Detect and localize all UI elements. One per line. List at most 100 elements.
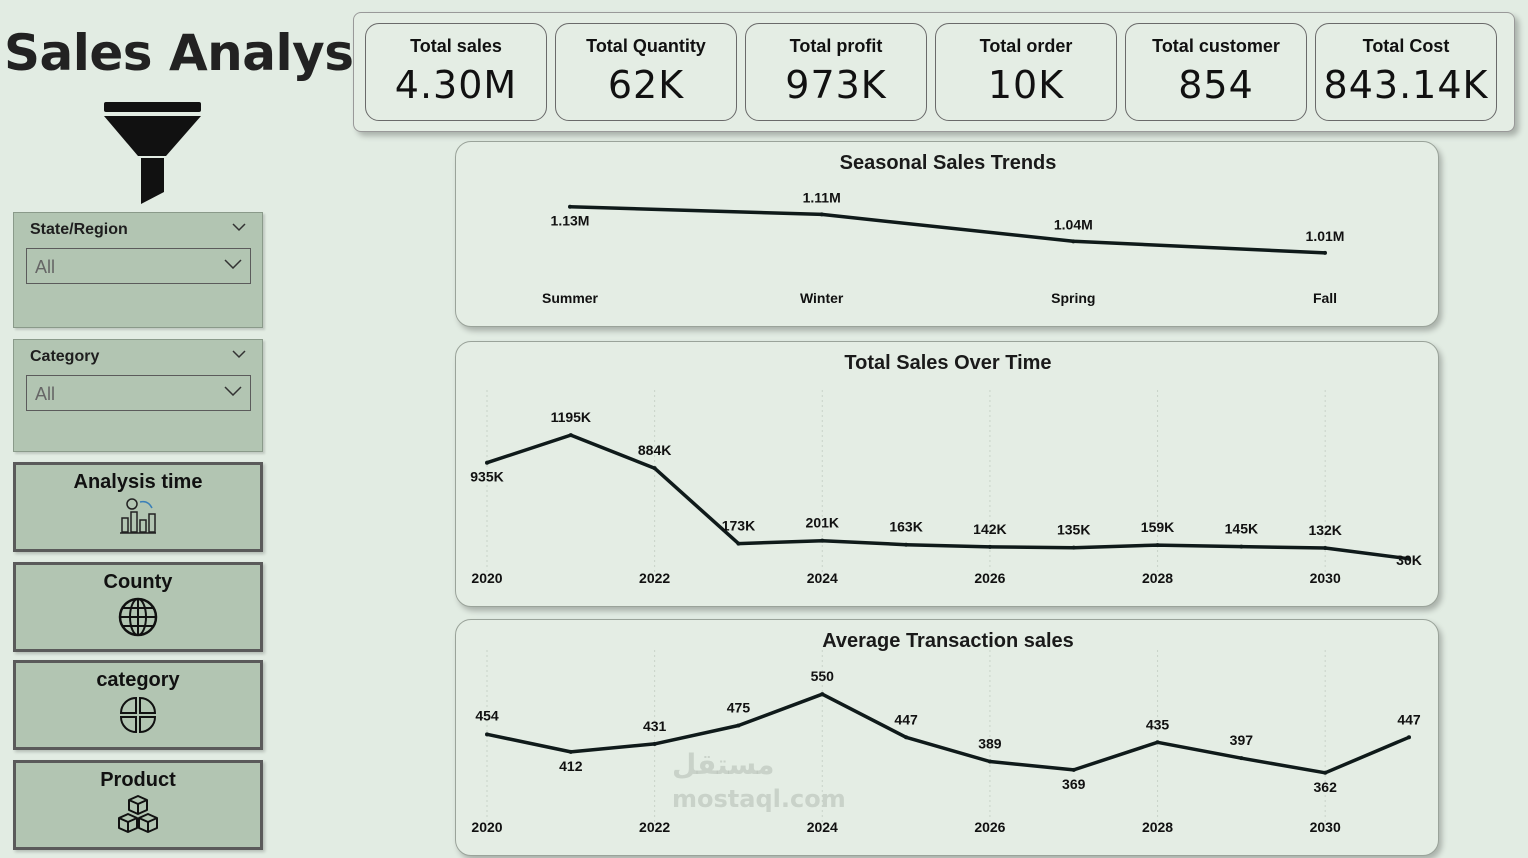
data-point[interactable] [1071,545,1076,550]
data-label: 412 [559,758,583,774]
data-label: 173K [722,518,755,534]
series-line [486,692,1410,775]
data-label: 935K [470,469,503,485]
total-sales-over-time-chart: Total Sales Over Time 935K 1195K 884K 173K 2… [470,352,1422,586]
data-point[interactable] [736,723,741,728]
kpi-value: 973K [785,63,887,107]
data-point[interactable] [820,538,825,543]
chevron-down-icon [224,259,242,269]
page-title: Sales Analysis [4,24,400,82]
data-point[interactable] [652,741,657,746]
data-point[interactable] [568,204,572,209]
x-tick-label: 2022 [639,570,670,586]
data-label: 1.04M [1054,216,1093,232]
collapse-chevron-icon[interactable] [232,223,246,232]
data-point[interactable] [1323,545,1328,550]
data-point[interactable] [1071,239,1076,244]
data-label: 435 [1146,716,1170,732]
chart-title: Average Transaction sales [822,630,1074,652]
product-label: Product [100,769,176,791]
data-point[interactable] [1155,543,1160,548]
category-value: All [35,384,56,404]
x-tick-label: Winter [800,290,844,306]
x-tick-label: Spring [1051,290,1095,306]
watermark: مستقل mostaql.com [672,748,846,813]
data-point[interactable] [1323,770,1328,775]
series-line [569,204,1326,255]
data-label: 30K [1396,552,1422,568]
category-slicer[interactable]: Category All [13,339,263,452]
data-label: 132K [1308,522,1341,538]
data-point[interactable] [1155,740,1160,745]
kpi-card-total-profit: Total profit 973K [745,23,927,121]
data-point[interactable] [568,433,573,438]
watermark-url: mostaql.com [672,785,846,813]
state-region-slicer[interactable]: State/Region All [13,212,263,328]
x-tick-label: 2028 [1142,819,1173,835]
kpi-card-total-sales: Total sales 4.30M [365,23,547,121]
data-point[interactable] [485,732,489,737]
kpi-label: Total Cost [1362,36,1450,56]
data-label: 447 [1397,711,1421,727]
data-label: 1195K [551,409,591,425]
watermark-arabic: مستقل [672,748,775,781]
data-point[interactable] [987,759,992,764]
data-label: 362 [1314,779,1338,795]
chevron-down-icon [224,386,242,396]
analysis-time-button[interactable]: Analysis time [13,462,263,552]
state-region-dropdown[interactable]: All [26,248,251,284]
average-transaction-chart: Average Transaction sales 454 412 431 475 55… [471,630,1421,835]
kpi-card-total-cost: Total Cost 843.14K [1315,23,1497,121]
kpi-value: 62K [607,63,685,107]
category-nav-label: category [96,669,180,691]
kpi-label: Total sales [410,36,502,56]
data-point[interactable] [652,466,657,471]
data-label: 145K [1225,521,1258,537]
collapse-chevron-icon[interactable] [232,350,246,359]
kpi-label: Total order [979,36,1073,56]
chart-title: Total Sales Over Time [844,352,1051,374]
data-point[interactable] [736,541,741,546]
data-label: 163K [889,519,922,535]
x-tick-label: 2028 [1142,570,1173,586]
data-label: 475 [727,700,751,716]
category-grid-icon [119,696,157,734]
x-tick-label: 2024 [807,819,838,835]
category-dropdown[interactable]: All [26,375,251,411]
x-tick-label: 2020 [471,819,502,835]
data-point[interactable] [904,542,909,547]
data-point[interactable] [485,460,489,465]
x-tick-label: Summer [542,290,599,306]
kpi-value: 854 [1178,63,1254,107]
kpi-label: Total Quantity [586,36,706,56]
kpi-card-total-order: Total order 10K [935,23,1117,121]
x-tick-label: 2022 [639,819,670,835]
x-tick-label: 2020 [471,570,502,586]
county-button[interactable]: County [13,562,263,652]
data-label: 159K [1141,519,1174,535]
data-point[interactable] [1071,767,1076,772]
data-point[interactable] [1239,544,1244,549]
filter-funnel-icon [104,102,201,204]
data-point[interactable] [568,749,573,754]
x-tick-label: Fall [1313,290,1337,306]
data-label: 142K [973,521,1006,537]
data-point[interactable] [1407,556,1411,561]
data-point[interactable] [819,212,824,217]
data-point[interactable] [904,735,909,740]
county-label: County [103,571,173,593]
data-point[interactable] [820,692,825,697]
product-button[interactable]: Product [13,760,263,850]
category-label: Category [30,348,100,365]
kpi-card-total-customer: Total customer 854 [1125,23,1307,121]
data-point[interactable] [1407,735,1411,740]
analysis-time-label: Analysis time [73,471,203,493]
x-tick-label: 2030 [1310,570,1341,586]
data-label: 1.11M [803,189,841,205]
category-button[interactable]: category [13,660,263,750]
data-point[interactable] [1239,756,1244,761]
data-point[interactable] [1323,250,1327,255]
data-point[interactable] [987,544,992,549]
data-label: 397 [1230,732,1254,748]
x-tick-label: 2026 [974,570,1005,586]
